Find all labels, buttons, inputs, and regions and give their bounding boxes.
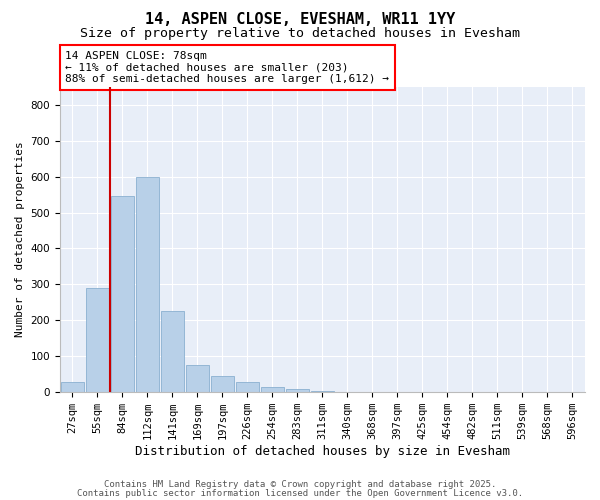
Text: Contains public sector information licensed under the Open Government Licence v3: Contains public sector information licen… [77,488,523,498]
Bar [161,311,184,392]
Y-axis label: Number of detached properties: Number of detached properties [15,142,25,338]
Bar [136,176,158,392]
Bar [261,388,284,392]
Bar [86,288,109,392]
Bar [236,382,259,392]
Bar [61,382,83,392]
X-axis label: Distribution of detached houses by size in Evesham: Distribution of detached houses by size … [135,444,510,458]
Bar [186,365,209,392]
Text: 14, ASPEN CLOSE, EVESHAM, WR11 1YY: 14, ASPEN CLOSE, EVESHAM, WR11 1YY [145,12,455,28]
Bar [111,196,134,392]
Text: 14 ASPEN CLOSE: 78sqm
← 11% of detached houses are smaller (203)
88% of semi-det: 14 ASPEN CLOSE: 78sqm ← 11% of detached … [65,51,389,84]
Bar [311,390,334,392]
Text: Contains HM Land Registry data © Crown copyright and database right 2025.: Contains HM Land Registry data © Crown c… [104,480,496,489]
Bar [211,376,233,392]
Text: Size of property relative to detached houses in Evesham: Size of property relative to detached ho… [80,28,520,40]
Bar [286,389,308,392]
